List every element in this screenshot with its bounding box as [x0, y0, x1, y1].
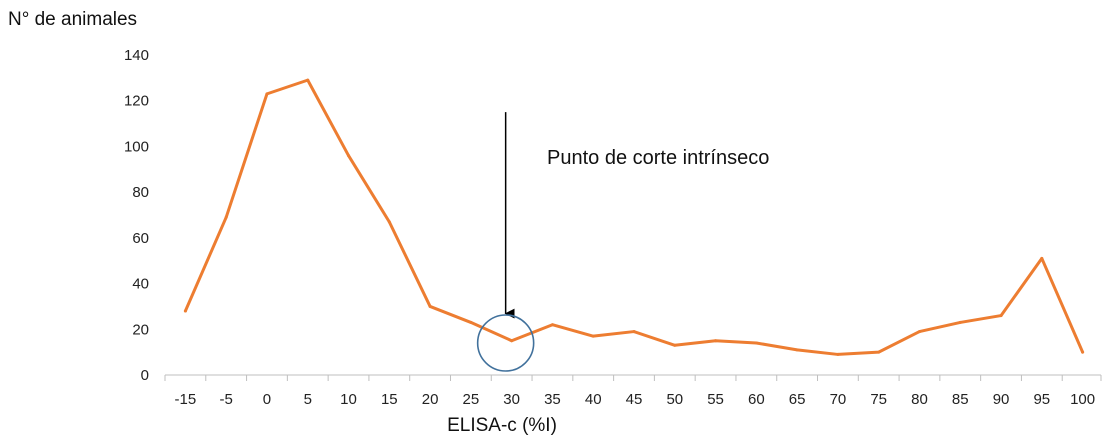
data-point — [917, 330, 921, 334]
data-point — [591, 334, 595, 338]
data-point — [469, 320, 473, 324]
data-point — [958, 320, 962, 324]
annotations-group: Punto de corte intrínseco — [476, 112, 769, 372]
cutoff-circle — [476, 314, 535, 372]
data-point — [306, 78, 310, 82]
y-tick-label: 20 — [132, 321, 149, 338]
y-tick-label: 120 — [124, 93, 149, 110]
data-point — [673, 343, 677, 347]
data-point — [877, 350, 881, 354]
x-tick-label: 95 — [1033, 391, 1050, 408]
y-tick-label: 40 — [132, 276, 149, 293]
x-tick-label: 40 — [585, 391, 602, 408]
x-tick-label: 55 — [707, 391, 724, 408]
x-tick-label: 15 — [381, 391, 398, 408]
x-tick-label: 85 — [952, 391, 969, 408]
data-point — [387, 220, 391, 224]
data-point — [265, 92, 269, 96]
data-point — [550, 323, 554, 327]
axes — [164, 374, 1102, 381]
data-point — [428, 304, 432, 308]
data-point — [836, 352, 840, 356]
x-tick-label: 0 — [263, 391, 271, 408]
data-point — [999, 314, 1003, 318]
y-tick-label: 140 — [124, 47, 149, 64]
series-line — [183, 78, 1085, 356]
y-axis-title: N° de animales — [8, 9, 137, 30]
x-tick-label: -15 — [175, 391, 197, 408]
x-tick-label: 65 — [789, 391, 806, 408]
x-tick-label: 35 — [544, 391, 561, 408]
data-point — [224, 215, 228, 219]
x-tick-labels: -15 -5 0 5 10 15 20 25 30 35 40 45 50 55 60 65 70 75 80 85 9… — [175, 391, 1096, 408]
x-tick-label: 90 — [993, 391, 1010, 408]
x-tick-label: 75 — [870, 391, 887, 408]
data-point — [183, 309, 187, 313]
y-tick-labels: 0 20 40 60 80 100 120 140 — [124, 47, 149, 384]
x-tick-label: 100 — [1070, 391, 1095, 408]
data-point — [510, 339, 514, 343]
data-point — [632, 330, 636, 334]
x-tick-label: 25 — [463, 391, 480, 408]
y-tick-label: 80 — [132, 184, 149, 201]
x-tick-label: 5 — [304, 391, 312, 408]
data-point — [754, 341, 758, 345]
series-group — [183, 78, 1085, 356]
x-axis-title: ELISA-c (%I) — [447, 415, 557, 436]
data-point — [795, 348, 799, 352]
cutoff-annotation-label: Punto de corte intrínseco — [547, 147, 769, 169]
x-tick-label: 70 — [830, 391, 847, 408]
x-tick-label: 80 — [911, 391, 928, 408]
x-tick-label: 60 — [748, 391, 765, 408]
data-point — [714, 339, 718, 343]
x-tick-label: 50 — [666, 391, 683, 408]
y-tick-label: 0 — [141, 367, 149, 384]
y-tick-label: 100 — [124, 138, 149, 155]
data-point — [347, 154, 351, 158]
x-tick-label: 10 — [340, 391, 357, 408]
data-point — [1081, 350, 1085, 354]
y-tick-label: 60 — [132, 230, 149, 247]
x-tick-label: -5 — [220, 391, 233, 408]
data-point — [1040, 256, 1044, 260]
x-tick-label: 20 — [422, 391, 439, 408]
x-tick-label: 30 — [503, 391, 520, 408]
x-tick-label: 45 — [626, 391, 643, 408]
